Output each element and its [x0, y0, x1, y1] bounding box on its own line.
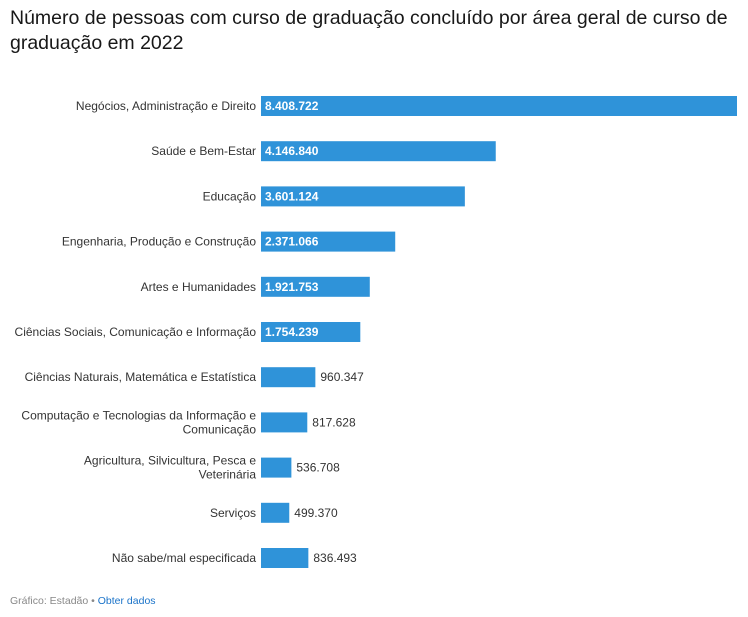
- category-label: Não sabe/mal especificada: [112, 551, 256, 565]
- bar: [261, 367, 316, 388]
- chart-title: Número de pessoas com curso de graduação…: [10, 7, 728, 54]
- footer-separator: •: [91, 595, 95, 607]
- bar: [261, 186, 465, 207]
- category-label: Engenharia, Produção e Construção: [62, 235, 256, 249]
- category-label: Agricultura, Silvicultura, Pesca e Veteri…: [84, 454, 256, 482]
- value-label: 499.370: [294, 506, 338, 520]
- category-label: Ciências Naturais, Matemática e Estatíst…: [25, 370, 257, 384]
- category-label: Negócios, Administração e Direito: [76, 99, 256, 113]
- value-label: 817.628: [312, 415, 356, 429]
- bar: [261, 231, 396, 252]
- category-label: Computação e Tecnologias da Informação e…: [21, 408, 256, 436]
- category-label: Artes e Humanidades: [141, 280, 256, 294]
- bar: [261, 502, 290, 523]
- category-label: Educação: [203, 189, 257, 203]
- value-label: 3.601.124: [265, 189, 319, 203]
- category-label: Serviços: [210, 506, 256, 520]
- value-label: 8.408.722: [265, 99, 319, 113]
- source-credit: Gráfico: Estadão: [10, 595, 89, 607]
- category-label: Saúde e Bem-Estar: [151, 144, 256, 158]
- bar: [261, 412, 308, 433]
- value-label: 4.146.840: [265, 144, 319, 158]
- get-data-link[interactable]: Obter dados: [97, 595, 156, 607]
- bar: [261, 141, 496, 162]
- footer: Gráfico: Estadão • Obter dados: [10, 595, 156, 607]
- value-label: 1.754.239: [265, 325, 319, 339]
- bar: [261, 548, 309, 568]
- value-label: 836.493: [313, 551, 357, 565]
- bar: [261, 276, 370, 297]
- value-label: 536.708: [296, 461, 340, 475]
- bar-chart: Negócios, Administração e Direito 8.408.7…: [15, 96, 737, 568]
- bar: [261, 322, 361, 342]
- value-label: 1.921.753: [265, 280, 319, 294]
- bar: [261, 96, 737, 116]
- value-label: 960.347: [320, 370, 364, 384]
- category-label: Ciências Sociais, Comunicação e Informaç…: [15, 325, 257, 339]
- value-label: 2.371.066: [265, 235, 319, 249]
- bar: [261, 457, 292, 478]
